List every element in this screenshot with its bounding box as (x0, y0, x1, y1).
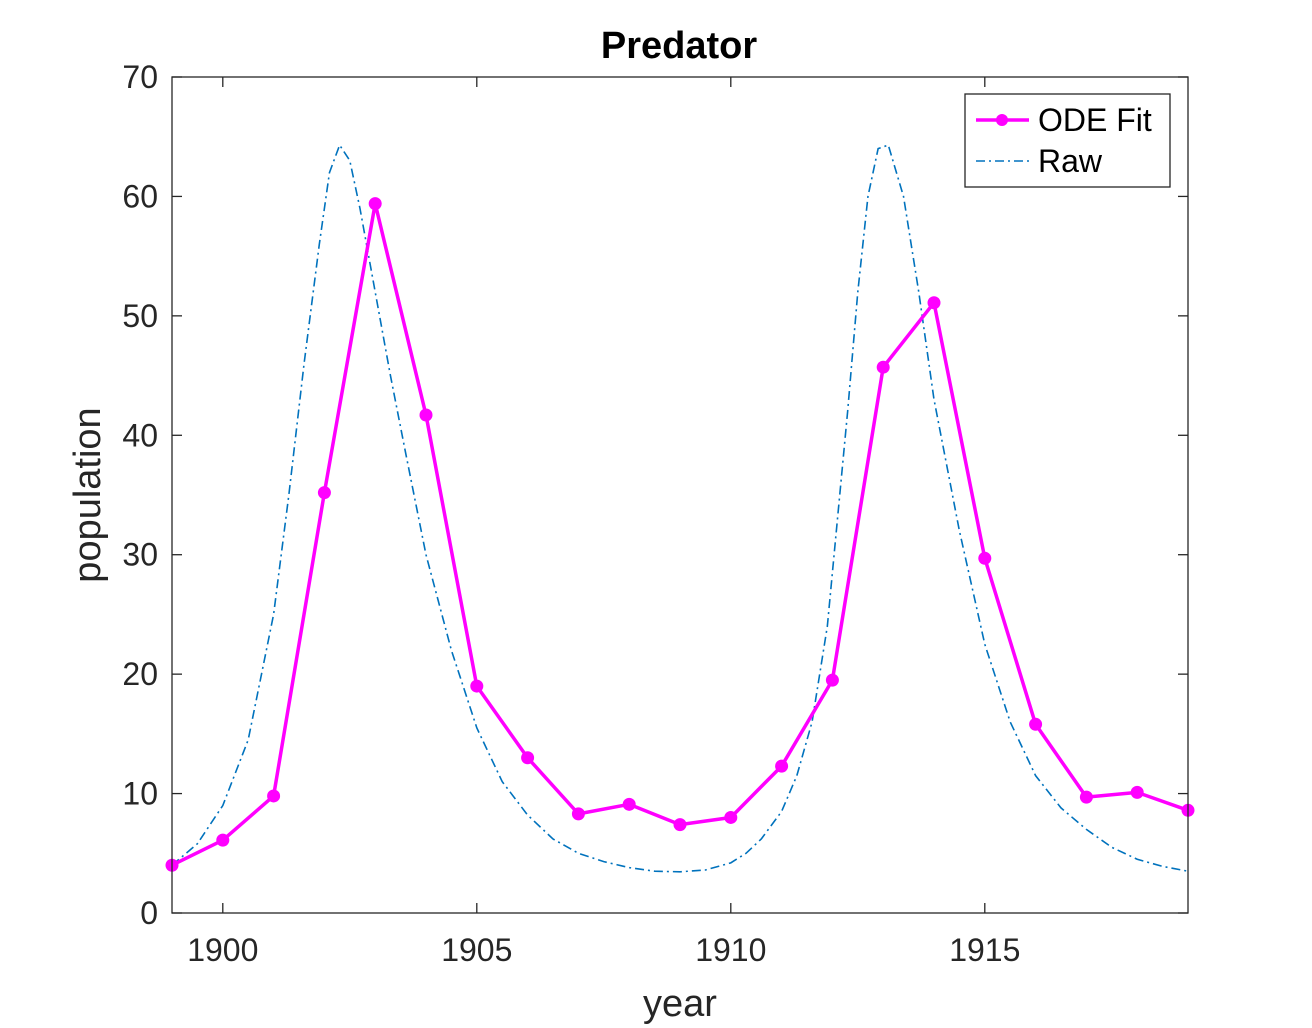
data-point-ode-fit (368, 197, 382, 211)
data-point-ode-fit (1029, 717, 1043, 731)
data-point-ode-fit (419, 408, 433, 422)
y-tick-label: 60 (122, 178, 158, 214)
data-point-ode-fit (927, 296, 941, 310)
data-point-ode-fit (267, 789, 281, 803)
y-tick-label: 70 (122, 59, 158, 95)
y-axis-label: population (67, 407, 109, 582)
y-tick-label: 20 (122, 656, 158, 692)
data-point-ode-fit (216, 833, 230, 847)
legend-box (964, 93, 1171, 188)
y-tick-label: 40 (122, 417, 158, 453)
data-point-ode-fit (521, 751, 535, 765)
ticks-layer: 1900 1905 1910 1915 0 10 20 30 40 50 60 70 (122, 59, 1188, 968)
x-axis-label: year (643, 983, 717, 1025)
data-point-ode-fit (775, 759, 789, 773)
data-point-ode-fit (317, 486, 331, 500)
plot-area (172, 77, 1188, 913)
series-layer (165, 143, 1195, 873)
legend-label-ode-fit: ODE Fit (1038, 102, 1152, 138)
x-tick-label: 1900 (187, 932, 258, 968)
y-tick-label: 10 (122, 776, 158, 812)
legend-marker-ode-fit (996, 114, 1008, 126)
legend-label-raw: Raw (1038, 143, 1103, 179)
data-point-ode-fit (622, 797, 636, 811)
data-point-ode-fit (470, 679, 484, 693)
x-tick-label: 1910 (695, 932, 766, 968)
data-point-ode-fit (825, 673, 839, 687)
chart-title: Predator (601, 25, 757, 67)
legend: ODE Fit Raw (964, 93, 1171, 188)
plot-frame (171, 76, 1189, 914)
data-point-ode-fit (724, 810, 738, 824)
x-tick-label: 1905 (441, 932, 512, 968)
data-point-ode-fit (876, 360, 890, 374)
data-point-ode-fit (1079, 790, 1093, 804)
y-tick-label: 50 (122, 298, 158, 334)
data-point-ode-fit (978, 551, 992, 565)
x-tick-label: 1915 (949, 932, 1020, 968)
y-tick-label: 0 (140, 895, 158, 931)
series-line-raw (172, 143, 1188, 873)
data-point-ode-fit (1130, 785, 1144, 799)
data-point-ode-fit (673, 818, 687, 832)
data-point-ode-fit (571, 807, 585, 821)
y-tick-label: 30 (122, 537, 158, 573)
